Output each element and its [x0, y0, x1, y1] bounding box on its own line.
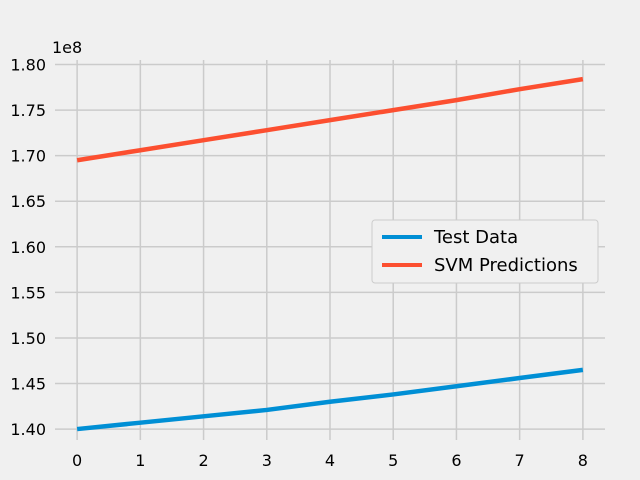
x-tick-label: 6	[451, 451, 461, 470]
y-tick-label: 1.55	[10, 283, 46, 302]
x-tick-label: 5	[388, 451, 398, 470]
legend-label-svm-predictions: SVM Predictions	[434, 255, 578, 276]
series-line-svm-predictions	[76, 76, 584, 163]
x-tick-label: 0	[72, 451, 82, 470]
x-tick-label: 1	[135, 451, 145, 470]
y-tick-label: 1.70	[10, 147, 46, 166]
y-scale-label: 1e8	[52, 38, 82, 57]
series-lines	[76, 76, 584, 432]
x-tick-label: 2	[198, 451, 208, 470]
x-tick-label: 3	[262, 451, 272, 470]
x-tick-label: 7	[515, 451, 525, 470]
x-tick-label: 4	[325, 451, 335, 470]
y-tick-label: 1.40	[10, 420, 46, 439]
x-tick-label: 8	[578, 451, 588, 470]
y-tick-label: 1.75	[10, 101, 46, 120]
y-tick-label: 1.50	[10, 329, 46, 348]
y-tick-label: 1.45	[10, 375, 46, 394]
legend-label-test-data: Test Data	[433, 227, 518, 248]
y-tick-label: 1.60	[10, 238, 46, 257]
y-tick-label: 1.65	[10, 192, 46, 211]
tick-labels: 0 1 2 3 4 5 6 7 8 1.40 1.45 1.50 1.55 1.60 1.65 1.70 1.7…	[10, 56, 588, 470]
y-tick-label: 1.80	[10, 56, 46, 75]
legend: Test Data SVM Predictions	[371, 219, 599, 284]
legend-box	[371, 219, 599, 284]
series-line-test-data	[76, 367, 584, 432]
